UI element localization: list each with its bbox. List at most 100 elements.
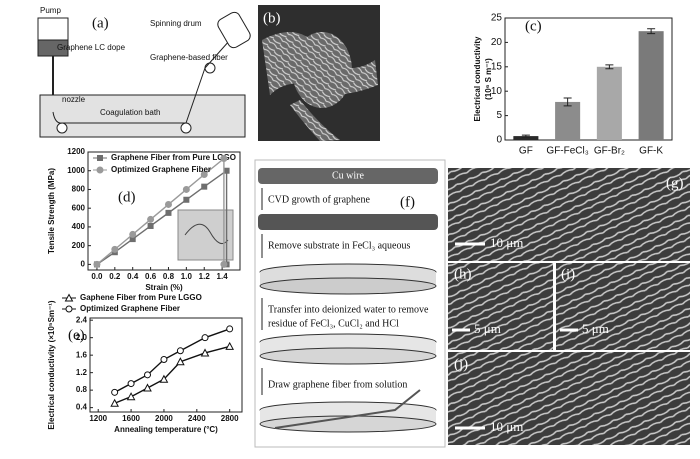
scale-label: 5 μm bbox=[474, 321, 501, 336]
label: nozzle bbox=[62, 95, 86, 104]
legend-label: Optimized Graphene Fiber bbox=[80, 304, 180, 313]
panel-label: (i) bbox=[561, 266, 575, 282]
panel-label: (e) bbox=[68, 327, 85, 343]
roller bbox=[204, 62, 216, 74]
y-tick-label: 0.8 bbox=[76, 385, 88, 394]
data-point bbox=[160, 356, 168, 364]
data-point bbox=[220, 155, 228, 163]
panel-label: (j) bbox=[454, 356, 468, 372]
data-point bbox=[127, 380, 135, 388]
bar bbox=[513, 136, 539, 140]
x-tick-label: 2000 bbox=[155, 414, 173, 423]
label: Pump bbox=[40, 6, 61, 15]
inset-fiber bbox=[184, 223, 229, 245]
error-bar bbox=[521, 134, 530, 138]
data-point bbox=[110, 398, 119, 407]
data-point bbox=[111, 245, 119, 253]
cu-wire bbox=[258, 168, 438, 184]
step-label: Draw graphene fiber from solution bbox=[268, 379, 407, 390]
y-tick-label: 400 bbox=[72, 222, 86, 231]
y-tick-label: 2.4 bbox=[76, 315, 88, 324]
step-label: residue of FeCl₃, CuCl₂ and HCl bbox=[268, 318, 399, 329]
data-point bbox=[226, 325, 234, 333]
x-tick-label: GF-Br₂ bbox=[594, 146, 625, 157]
dish bbox=[259, 415, 437, 433]
panel-g: (g) 10 μm bbox=[448, 168, 690, 261]
panel-label: (a) bbox=[92, 15, 109, 31]
bar bbox=[596, 66, 622, 140]
y-tick-label: 15 bbox=[491, 61, 503, 72]
sem-image bbox=[448, 352, 690, 445]
y-tick-label: 1200 bbox=[67, 147, 85, 156]
x-tick-label: 2800 bbox=[221, 414, 239, 423]
bar bbox=[638, 31, 664, 140]
panel-j: (j) 10 μm bbox=[448, 352, 690, 445]
plot-frame bbox=[89, 317, 243, 413]
x-tick-label: 0.4 bbox=[127, 272, 139, 281]
data-point bbox=[129, 230, 137, 238]
scale-label: 10 μm bbox=[490, 419, 523, 434]
y-tick-label: 200 bbox=[72, 241, 86, 250]
data-point bbox=[147, 222, 154, 229]
step-label: Transfer into deionized water to remove bbox=[268, 304, 429, 315]
data-point bbox=[225, 341, 235, 350]
plot-frame bbox=[87, 151, 241, 271]
data-point bbox=[200, 170, 208, 178]
inset-photo bbox=[177, 209, 234, 261]
roller bbox=[180, 122, 192, 134]
x-tick-label: 0.2 bbox=[109, 272, 121, 281]
x-tick-label: GF-K bbox=[639, 146, 663, 157]
sem-image bbox=[448, 263, 553, 350]
step-label: Remove substrate in FeCl₃ aqueous bbox=[268, 240, 410, 251]
panel-label: (d) bbox=[118, 189, 136, 205]
fiber-path bbox=[52, 39, 231, 124]
label: Cu wire bbox=[332, 170, 365, 181]
y-tick-label: 800 bbox=[72, 185, 86, 194]
panel-a: Pump Graphene LC dope Spinning drum Grap… bbox=[37, 6, 251, 138]
y-tick-label: 2.0 bbox=[76, 333, 88, 342]
legend-label: Graphene Fiber from Pure LGGO bbox=[111, 153, 236, 162]
x-tick-label: GF-FeCl₃ bbox=[546, 146, 588, 157]
label: Spinning drum bbox=[150, 19, 202, 28]
panel-i: (i) 5 μm bbox=[556, 263, 690, 350]
data-point bbox=[201, 183, 208, 190]
x-tick-label: 1.2 bbox=[199, 272, 211, 281]
y-tick-label: 5 bbox=[496, 110, 502, 121]
data-point bbox=[111, 388, 119, 396]
y-tick-label: 0 bbox=[496, 135, 502, 146]
x-tick-label: 0.6 bbox=[145, 272, 157, 281]
coated-wire bbox=[258, 214, 438, 230]
bar bbox=[555, 101, 581, 140]
error-bar bbox=[647, 28, 656, 35]
data-point bbox=[200, 348, 210, 357]
legend-marker bbox=[96, 166, 104, 174]
bath bbox=[39, 94, 246, 138]
legend-label: Gaphene Fiber from Pure LGGO bbox=[80, 293, 202, 302]
data-point bbox=[183, 196, 190, 203]
label: Coagulation bath bbox=[100, 108, 161, 117]
panel-label: (b) bbox=[263, 10, 281, 26]
y-tick-label: 1.6 bbox=[76, 350, 88, 359]
data-point bbox=[147, 215, 155, 223]
legend-marker bbox=[64, 293, 74, 302]
data-point bbox=[164, 200, 172, 208]
data-point bbox=[176, 347, 184, 355]
y-axis-title: Electrical conductivity bbox=[473, 36, 482, 121]
data-point bbox=[144, 371, 152, 379]
data-point bbox=[223, 167, 230, 174]
dish bbox=[259, 277, 437, 295]
y-axis-title: Electrical conductivity (×10⁵Sm⁻¹) bbox=[47, 300, 56, 429]
y-tick-label: 25 bbox=[491, 13, 503, 24]
y-axis-title: (10⁶ S m⁻¹) bbox=[484, 58, 493, 100]
label: Graphene LC dope bbox=[57, 43, 126, 52]
data-point bbox=[201, 334, 209, 342]
data-point bbox=[182, 185, 190, 193]
roller bbox=[56, 122, 68, 134]
x-tick-label: GF bbox=[519, 146, 533, 157]
drawn-fiber bbox=[274, 389, 421, 429]
data-point bbox=[220, 260, 228, 268]
legend-marker bbox=[65, 305, 73, 313]
x-tick-label: 0.0 bbox=[91, 272, 103, 281]
plot-frame bbox=[504, 17, 673, 141]
data-point bbox=[126, 392, 136, 401]
